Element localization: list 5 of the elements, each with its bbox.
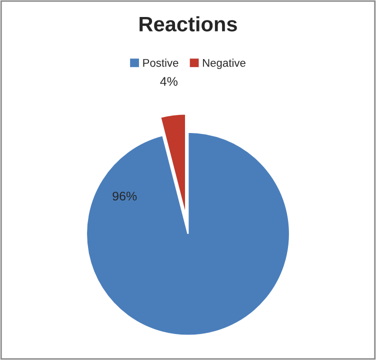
legend-label: Negative [202,58,246,70]
legend-label: Postive [143,58,178,67]
chart-title: Reactions [140,16,237,32]
data-label: 4% [160,77,178,86]
data-label: 96% [112,192,137,201]
